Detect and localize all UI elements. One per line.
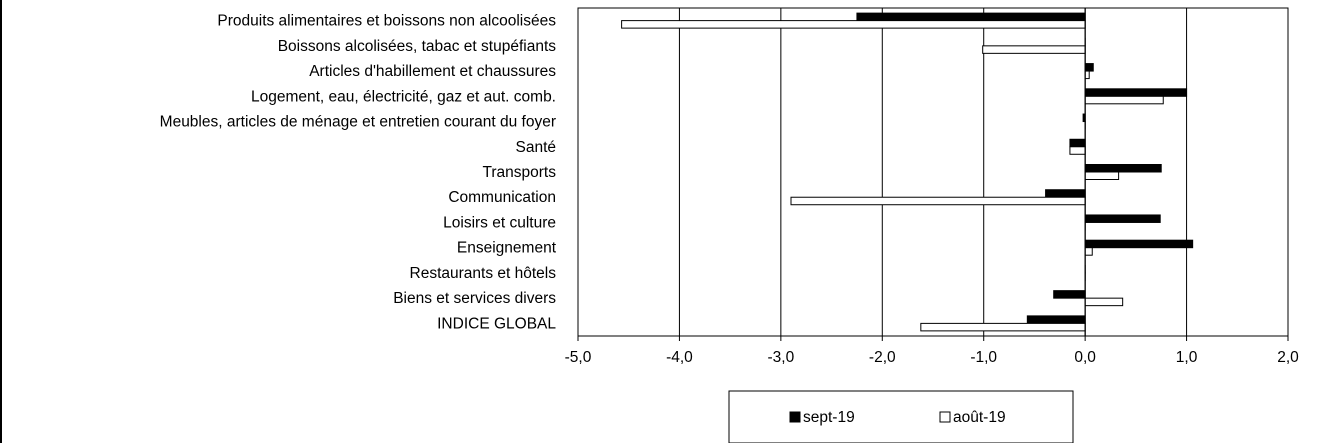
x-tick-label: 1,0 — [1176, 349, 1198, 366]
category-label: INDICE GLOBAL — [437, 315, 556, 332]
plot-area-frame — [577, 7, 1289, 337]
category-label: Transports — [482, 164, 556, 181]
legend-swatch — [789, 411, 801, 423]
frame-left-border — [0, 0, 2, 443]
legend-label: sept-19 — [803, 409, 855, 426]
category-label: Loisirs et culture — [443, 214, 556, 231]
gridlines — [577, 8, 1289, 341]
bar-sept-19 — [1069, 138, 1086, 148]
category-label: Produits alimentaires et boissons non al… — [217, 13, 556, 30]
legend-label: août-19 — [953, 409, 1006, 426]
bar-sept-19 — [1084, 164, 1162, 173]
bar-aout-19 — [982, 45, 1086, 54]
category-label: Biens et services divers — [393, 290, 556, 307]
bar-sept-19 — [1026, 315, 1086, 324]
bar-sept-19 — [1084, 214, 1161, 223]
category-label: Santé — [515, 139, 556, 156]
bar-sept-19 — [1084, 88, 1188, 97]
category-label: Meubles, articles de ménage et entretien… — [160, 114, 556, 131]
category-label: Enseignement — [457, 240, 557, 257]
bar-sept-19 — [1084, 63, 1094, 72]
x-axis-tick-labels: -5,0 -4,0 -3,0 -2,0 -1,0 0,0 1,0 2,0 — [565, 349, 1300, 366]
legend-swatch — [939, 411, 951, 423]
bar-sept-19 — [1045, 189, 1086, 198]
category-label: Boissons alcolisées, tabac et stupéfiant… — [278, 38, 557, 55]
legend: sept-19 août-19 — [728, 390, 1074, 443]
bar-sept-19 — [1053, 290, 1086, 299]
x-tick-label: -3,0 — [767, 349, 794, 366]
category-label: Restaurants et hôtels — [410, 265, 557, 282]
bar-aout-19 — [1084, 95, 1164, 105]
category-labels: Produits alimentaires et boissons non al… — [160, 13, 557, 333]
bar-aout-19 — [1084, 171, 1120, 180]
bar-aout-19 — [1084, 247, 1093, 256]
x-tick-label: 0,0 — [1074, 349, 1096, 366]
bar-aout-19 — [621, 20, 1086, 29]
x-tick-label: -5,0 — [565, 349, 592, 366]
x-tick-label: -1,0 — [970, 349, 997, 366]
bar-aout-19 — [1084, 297, 1124, 307]
x-tick-label: -2,0 — [869, 349, 896, 366]
legend-box — [728, 390, 1074, 443]
bar-aout-19 — [790, 196, 1086, 206]
bar-aout-19 — [920, 322, 1086, 332]
x-tick-label: 2,0 — [1277, 349, 1299, 366]
bar-sept-19 — [856, 12, 1086, 22]
bars — [621, 8, 1194, 336]
category-label: Communication — [448, 189, 556, 206]
category-label: Articles d'habillement et chaussures — [309, 63, 556, 80]
category-label: Logement, eau, électricité, gaz et aut. … — [251, 88, 556, 105]
x-tick-label: -4,0 — [666, 349, 693, 366]
bar-aout-19 — [1084, 70, 1090, 80]
bar-sept-19 — [1084, 239, 1194, 249]
bar-aout-19 — [1069, 146, 1086, 155]
